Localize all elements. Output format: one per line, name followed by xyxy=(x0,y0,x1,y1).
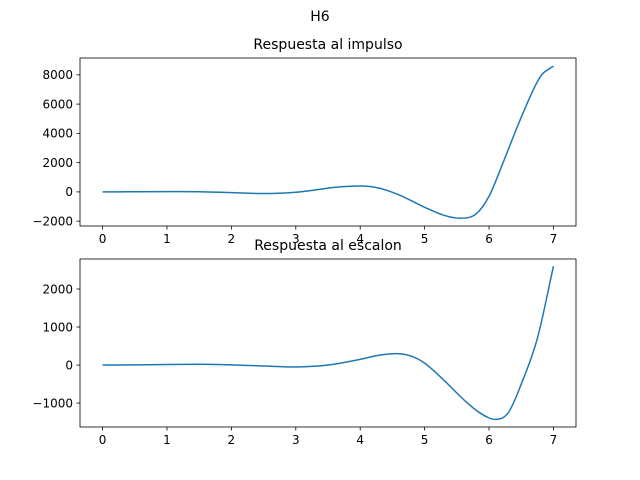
x-tick-label: 5 xyxy=(421,232,429,246)
y-tick-label: −1000 xyxy=(32,396,73,410)
x-tick-label: 7 xyxy=(550,232,558,246)
y-tick-label: 0 xyxy=(65,358,73,372)
y-tick-label: 2000 xyxy=(42,282,73,296)
x-tick-label: 1 xyxy=(163,433,171,447)
y-tick-label: 2000 xyxy=(42,156,73,170)
y-tick-label: 0 xyxy=(65,185,73,199)
x-tick-label: 6 xyxy=(485,433,493,447)
subplot-1: 0 1 2 3 4 5 6 7 −2000 0 2000 4000 6000 8000 Respuesta … xyxy=(32,37,577,246)
y-tick-label: −2000 xyxy=(32,214,73,228)
x-tick-label: 2 xyxy=(228,433,236,447)
figure-suptitle: H6 xyxy=(310,9,330,25)
x-tick-label: 5 xyxy=(421,433,429,447)
x-tick-label: 0 xyxy=(99,232,107,246)
y-tick-label: 8000 xyxy=(42,68,73,82)
subplot-title: Respuesta al impulso xyxy=(253,37,402,53)
series-line-1 xyxy=(102,266,555,421)
x-tick-label: 3 xyxy=(292,433,300,447)
y-tick-label: 6000 xyxy=(42,97,73,111)
y-tick-label: 4000 xyxy=(42,127,73,141)
axes-frame xyxy=(79,57,577,227)
x-tick-label: 7 xyxy=(550,433,558,447)
x-tick-label: 0 xyxy=(99,433,107,447)
x-tick-label: 4 xyxy=(356,433,364,447)
x-tick-label: 6 xyxy=(485,232,493,246)
axes-frame xyxy=(79,258,577,428)
y-tick-label: 1000 xyxy=(42,320,73,334)
subplot-title: Respuesta al escalon xyxy=(254,238,402,254)
x-tick-label: 2 xyxy=(228,232,236,246)
x-tick-label: 1 xyxy=(163,232,171,246)
x-tick-label: 3 xyxy=(292,232,300,246)
x-tick-label: 4 xyxy=(356,232,364,246)
series-line-1 xyxy=(102,65,554,219)
subplot-2: 0 1 2 3 4 5 6 7 −1000 0 1000 2000 Respuesta al escal… xyxy=(32,238,577,447)
